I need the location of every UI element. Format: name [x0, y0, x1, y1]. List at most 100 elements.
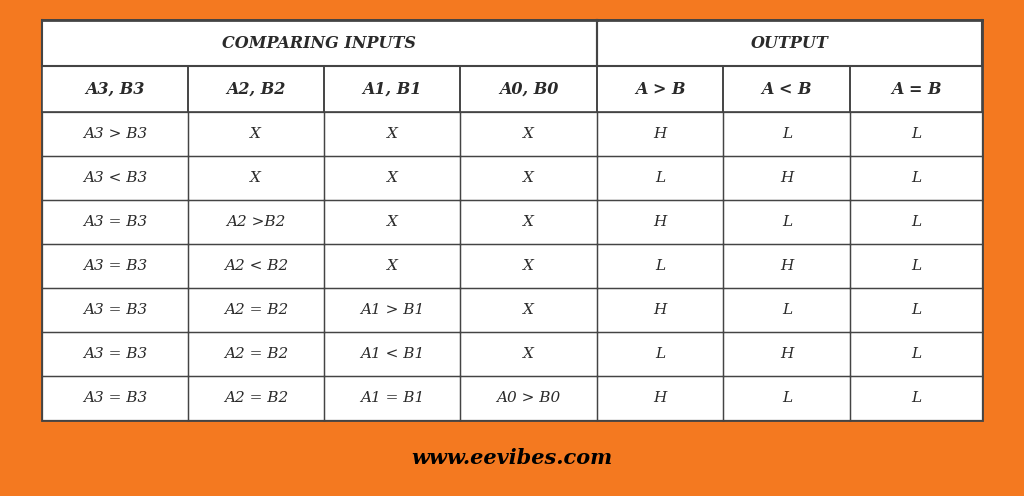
Bar: [187, 332, 324, 376]
Text: X: X: [387, 259, 397, 273]
Bar: [461, 376, 597, 420]
Bar: [187, 376, 324, 420]
Text: X: X: [523, 215, 534, 229]
Text: L: L: [655, 347, 666, 361]
Text: www.eevibes.com: www.eevibes.com: [412, 448, 612, 468]
Bar: [724, 376, 850, 420]
Bar: [850, 112, 982, 156]
Text: H: H: [780, 347, 794, 361]
Text: A1 < B1: A1 < B1: [360, 347, 424, 361]
Text: A3 = B3: A3 = B3: [83, 391, 147, 405]
Text: L: L: [655, 259, 666, 273]
Bar: [850, 66, 982, 112]
Bar: [324, 376, 461, 420]
Bar: [461, 288, 597, 332]
Bar: [461, 244, 597, 288]
Bar: [187, 244, 324, 288]
Bar: [461, 332, 597, 376]
Bar: [324, 112, 461, 156]
Text: X: X: [523, 303, 534, 317]
Bar: [324, 200, 461, 244]
Bar: [324, 156, 461, 200]
Text: A1 > B1: A1 > B1: [360, 303, 424, 317]
Text: A < B: A < B: [762, 80, 812, 98]
Bar: [461, 112, 597, 156]
Bar: [597, 112, 724, 156]
Text: A2 = B2: A2 = B2: [223, 347, 288, 361]
Text: H: H: [780, 259, 794, 273]
Text: A3 < B3: A3 < B3: [83, 171, 147, 185]
Text: X: X: [387, 171, 397, 185]
Text: L: L: [911, 391, 922, 405]
Bar: [42, 112, 187, 156]
Bar: [461, 156, 597, 200]
Bar: [597, 200, 724, 244]
Text: A3 = B3: A3 = B3: [83, 347, 147, 361]
Text: L: L: [782, 127, 792, 141]
Bar: [850, 200, 982, 244]
Text: X: X: [387, 215, 397, 229]
Text: H: H: [780, 171, 794, 185]
Text: X: X: [523, 347, 534, 361]
Bar: [597, 244, 724, 288]
Bar: [187, 66, 324, 112]
Text: A3 > B3: A3 > B3: [83, 127, 147, 141]
Text: H: H: [653, 391, 667, 405]
Text: L: L: [782, 215, 792, 229]
Bar: [42, 288, 187, 332]
Text: L: L: [911, 259, 922, 273]
Text: L: L: [911, 215, 922, 229]
Bar: [724, 112, 850, 156]
Text: H: H: [653, 215, 667, 229]
Bar: [42, 200, 187, 244]
Bar: [724, 66, 850, 112]
Text: X: X: [523, 171, 534, 185]
Text: A > B: A > B: [635, 80, 685, 98]
Text: L: L: [782, 303, 792, 317]
Bar: [187, 156, 324, 200]
Bar: [724, 332, 850, 376]
Bar: [597, 156, 724, 200]
Text: L: L: [911, 347, 922, 361]
Text: A3, B3: A3, B3: [85, 80, 144, 98]
Text: COMPARING INPUTS: COMPARING INPUTS: [222, 35, 416, 52]
Bar: [597, 20, 982, 66]
Text: X: X: [251, 171, 261, 185]
Bar: [461, 200, 597, 244]
Text: X: X: [251, 127, 261, 141]
Bar: [42, 332, 187, 376]
Bar: [42, 244, 187, 288]
Bar: [850, 376, 982, 420]
Bar: [42, 20, 597, 66]
Bar: [850, 332, 982, 376]
Bar: [850, 244, 982, 288]
Text: L: L: [911, 303, 922, 317]
Text: A1, B1: A1, B1: [362, 80, 422, 98]
Bar: [324, 244, 461, 288]
Text: A = B: A = B: [891, 80, 941, 98]
Bar: [42, 66, 187, 112]
Bar: [324, 288, 461, 332]
Text: A2 = B2: A2 = B2: [223, 391, 288, 405]
Bar: [724, 288, 850, 332]
Bar: [597, 66, 724, 112]
Bar: [187, 288, 324, 332]
Text: X: X: [387, 127, 397, 141]
Bar: [42, 156, 187, 200]
Text: A0 > B0: A0 > B0: [497, 391, 560, 405]
Bar: [42, 20, 982, 420]
Text: A3 = B3: A3 = B3: [83, 215, 147, 229]
Bar: [724, 244, 850, 288]
Text: X: X: [523, 259, 534, 273]
Bar: [850, 156, 982, 200]
Text: A3 = B3: A3 = B3: [83, 303, 147, 317]
Bar: [187, 200, 324, 244]
Bar: [597, 376, 724, 420]
Text: A2 = B2: A2 = B2: [223, 303, 288, 317]
Text: X: X: [523, 127, 534, 141]
Text: A2 >B2: A2 >B2: [226, 215, 286, 229]
Text: A1 = B1: A1 = B1: [360, 391, 424, 405]
Bar: [324, 332, 461, 376]
Text: A2 < B2: A2 < B2: [223, 259, 288, 273]
Text: A2, B2: A2, B2: [226, 80, 286, 98]
